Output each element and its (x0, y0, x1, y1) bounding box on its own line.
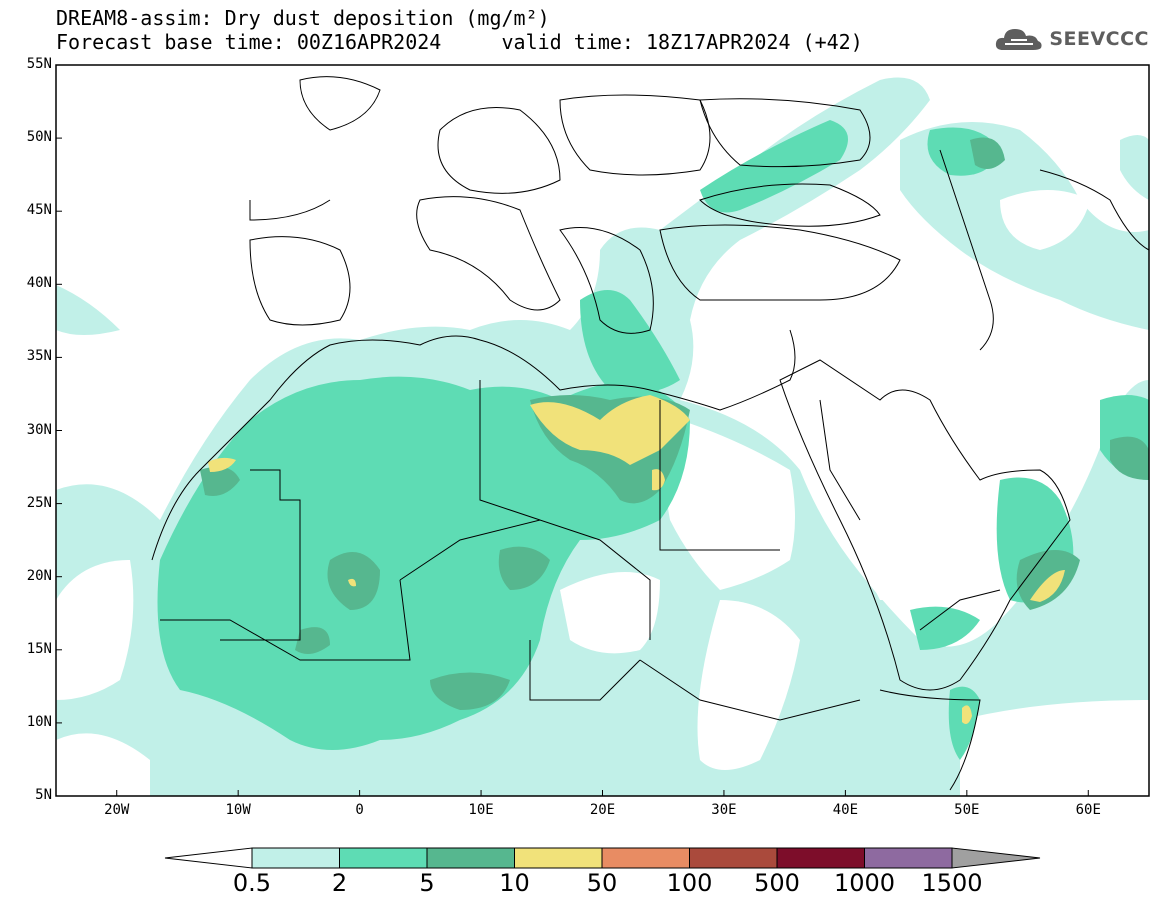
coastlines-and-borders (151, 76, 1149, 791)
lat-tick-label: 25N (26, 494, 52, 511)
colorbar-label: 1500 (921, 869, 983, 897)
colorbar-label: 5 (419, 869, 435, 897)
lon-tick-label: 20W (104, 802, 130, 818)
lat-tick-label: 30N (26, 421, 52, 438)
colorbar-label: 1000 (833, 869, 896, 897)
lon-tick-label: 10W (225, 802, 251, 818)
colorbar-box (339, 847, 428, 869)
colorbar-over-arrow (951, 847, 1041, 869)
lon-tick-label: 50E (954, 802, 980, 818)
lat-tick-label: 50N (26, 129, 52, 146)
colorbar-label: 2 (331, 869, 348, 897)
colorbar-box (689, 847, 778, 869)
lat-tick-label: 15N (26, 640, 52, 657)
colorbar-label: 50 (586, 869, 618, 897)
lon-tick-label: 0 (355, 802, 364, 818)
lat-tick-label: 55N (26, 56, 52, 72)
colorbar (164, 847, 1041, 869)
colorbar-under-arrow (164, 847, 253, 869)
deposition-level-10 (208, 395, 1065, 724)
lat-tick-label: 40N (26, 275, 52, 292)
dust-deposition-field (56, 65, 1149, 796)
axis-ticks (56, 64, 1089, 797)
map-title: DREAM8-assim: Dry dust deposition (mg/m²… (56, 6, 550, 30)
lat-tick-label: 5N (35, 787, 52, 803)
colorbar-label: 500 (754, 869, 800, 897)
lon-tick-label: 10E (468, 802, 494, 818)
colorbar-box (426, 847, 515, 869)
colorbar-box (601, 847, 690, 869)
lat-tick-label: 10N (26, 713, 52, 730)
lon-tick-label: 30E (711, 802, 737, 818)
colorbar-box (864, 847, 953, 869)
forecast-time-line: Forecast base time: 00Z16APR2024 valid t… (56, 30, 863, 54)
no-deposition-areas (56, 190, 1149, 796)
colorbar-box (514, 847, 603, 869)
colorbar-label: 0.5 (232, 869, 272, 897)
colorbar-box (776, 847, 865, 869)
logo-text: SEEVCCC (1049, 28, 1149, 50)
cloud-icon (996, 29, 1042, 50)
lon-tick-label: 20E (589, 802, 616, 818)
lon-tick-label: 40E (832, 802, 859, 818)
colorbar-label: 10 (499, 869, 530, 897)
lat-tick-label: 20N (26, 567, 52, 584)
lat-tick-label: 45N (26, 202, 52, 219)
lat-tick-label: 35N (26, 348, 52, 365)
colorbar-box (251, 847, 340, 869)
lon-tick-label: 60E (1075, 802, 1101, 818)
colorbar-label: 100 (666, 869, 713, 897)
seevccc-logo: SEEVCCC (993, 24, 1149, 54)
